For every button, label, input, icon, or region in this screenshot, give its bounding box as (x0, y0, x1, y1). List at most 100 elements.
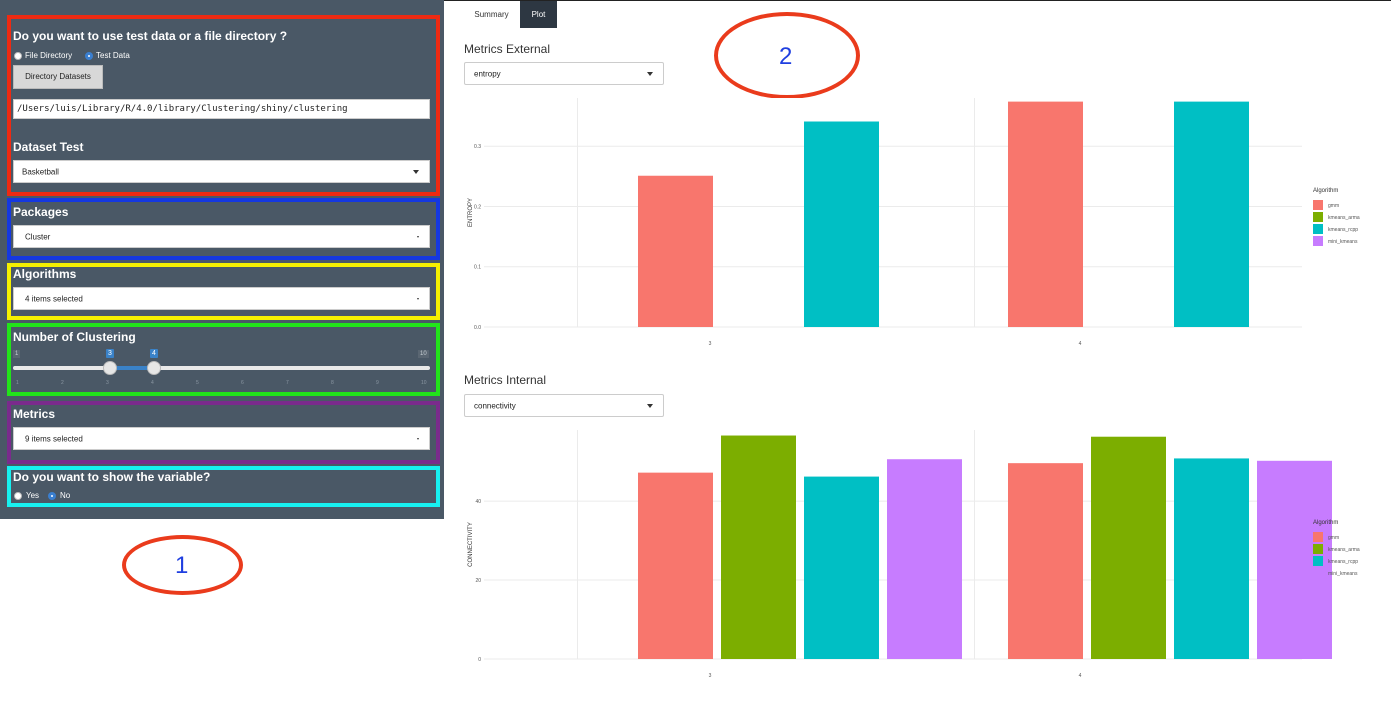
legend-label: kmeans_arma (1328, 215, 1360, 221)
y-tick-label: 0.3 (474, 144, 481, 150)
radio-no-label: No (60, 491, 71, 500)
internal-metrics-chart: 0 20 40 3 4 CONNECTIVITY Algorithm gmm kmeans_ar… (468, 430, 1360, 679)
radio-file-directory[interactable] (14, 52, 22, 60)
x-tick-label: 3 (709, 341, 712, 347)
y-tick-label: 0.2 (474, 204, 481, 210)
radio-test-data[interactable] (85, 52, 93, 60)
slider-track[interactable] (13, 366, 430, 370)
slider-tick-label: 8 (331, 380, 334, 386)
x-tick-label: 4 (1079, 341, 1082, 347)
bar (1008, 463, 1083, 659)
external-metric-select[interactable]: entropy (464, 62, 664, 85)
annotation-number-1: 1 (175, 552, 189, 579)
slider-high-badge: 4 (150, 349, 158, 358)
legend-title: Algorithm (1313, 188, 1338, 194)
x-tick-label: 3 (709, 673, 712, 679)
slider-tick-label: 2 (61, 380, 64, 386)
slider-tick-label: 9 (376, 380, 379, 386)
y-tick-label: 0.0 (474, 325, 481, 331)
radio-no[interactable] (48, 492, 56, 500)
slider-low-badge: 3 (106, 349, 114, 358)
path-input[interactable]: /Users/luis/Library/R/4.0/library/Cluste… (13, 99, 430, 119)
y-tick-label: 40 (475, 499, 481, 505)
slider-tick-label: 3 (106, 380, 109, 386)
annotation-oval-2 (714, 12, 860, 99)
packages-value: Cluster (25, 232, 51, 241)
algorithms-select[interactable]: 4 items selected (13, 287, 430, 310)
radio-file-directory-label: File Directory (25, 51, 73, 60)
legend-swatch (1313, 200, 1323, 210)
legend-swatch (1313, 224, 1323, 234)
chevron-down-icon (417, 235, 419, 238)
variable-section (7, 466, 440, 507)
bar (1008, 101, 1083, 328)
slider-tick-label: 6 (241, 380, 244, 386)
legend-swatch (1313, 236, 1323, 246)
slider-tick-label: 1 (16, 380, 19, 386)
bar (804, 476, 879, 659)
internal-metric-select[interactable]: connectivity (464, 394, 664, 417)
legend-label: kmeans_arma (1328, 547, 1360, 553)
slider-max-badge: 10 (418, 350, 429, 358)
slider-tick-label: 10 (421, 380, 427, 386)
tab-plot[interactable]: Plot (520, 1, 557, 28)
radio-yes-label: Yes (26, 491, 40, 500)
plot-panel (484, 98, 1302, 327)
metrics-section (7, 401, 440, 464)
slider-range (110, 366, 155, 370)
directory-datasets-button[interactable]: Directory Datasets (13, 65, 103, 89)
y-tick-label: 0 (478, 657, 481, 663)
legend-label: mini_kmeans (1328, 239, 1358, 245)
slider-handle-low[interactable] (103, 361, 117, 375)
legend-swatch (1313, 212, 1323, 222)
metrics-internal-title: Metrics Internal (464, 373, 547, 387)
data-source-section (7, 15, 440, 196)
top-border (444, 0, 1391, 1)
chevron-down-icon (417, 437, 419, 440)
metrics-value: 9 items selected (25, 434, 83, 443)
metrics-external-title: Metrics External (464, 42, 551, 56)
legend-label: gmm (1328, 535, 1339, 541)
legend-label: mini_kmeans (1328, 571, 1358, 577)
external-metrics-chart: 0.0 0.1 0.2 0.3 3 4 ENTROPY Algorithm gmm kmeans_… (468, 98, 1360, 347)
annotation-oval-1 (122, 535, 243, 595)
radio-yes[interactable] (14, 492, 22, 500)
sidebar: Do you want to use test data or a file d… (0, 0, 444, 519)
bar (1174, 101, 1249, 328)
path-value: /Users/luis/Library/R/4.0/library/Cluste… (17, 104, 348, 114)
bar (804, 121, 879, 328)
metrics-label: Metrics (13, 407, 56, 421)
legend-swatch (1313, 532, 1323, 542)
packages-select[interactable]: Cluster (13, 225, 430, 248)
slider-tick-label: 5 (196, 380, 199, 386)
algorithms-label: Algorithms (13, 267, 77, 281)
legend-label: kmeans_rcpp (1328, 227, 1358, 233)
dataset-select[interactable]: Basketball (13, 160, 430, 183)
y-tick-label: 0.1 (474, 265, 481, 271)
dataset-test-label: Dataset Test (13, 140, 84, 154)
legend-swatch (1313, 544, 1323, 554)
bar (1174, 458, 1249, 659)
algorithms-value: 4 items selected (25, 294, 83, 303)
chevron-down-icon (413, 169, 419, 174)
radio-test-data-label: Test Data (96, 51, 130, 60)
internal-metric-value: connectivity (474, 401, 516, 410)
legend-label: gmm (1328, 203, 1339, 209)
external-metric-value: entropy (474, 69, 501, 78)
clustering-section (7, 323, 440, 396)
y-tick-label: 20 (475, 578, 481, 584)
slider-tick-label: 4 (151, 380, 154, 386)
y-axis-label: CONNECTIVITY (468, 522, 474, 567)
metrics-select[interactable]: 9 items selected (13, 427, 430, 450)
algorithms-section (7, 263, 440, 320)
bar (1091, 436, 1166, 659)
legend-swatch (1313, 568, 1323, 578)
tab-summary[interactable]: Summary (474, 10, 509, 19)
bar (887, 459, 962, 659)
chevron-down-icon (417, 297, 419, 300)
slider-handle-high[interactable] (147, 361, 161, 375)
bar (721, 435, 796, 659)
slider-min-badge: 1 (13, 350, 21, 358)
y-axis-label: ENTROPY (468, 198, 474, 227)
data-source-question: Do you want to use test data or a file d… (13, 29, 288, 43)
